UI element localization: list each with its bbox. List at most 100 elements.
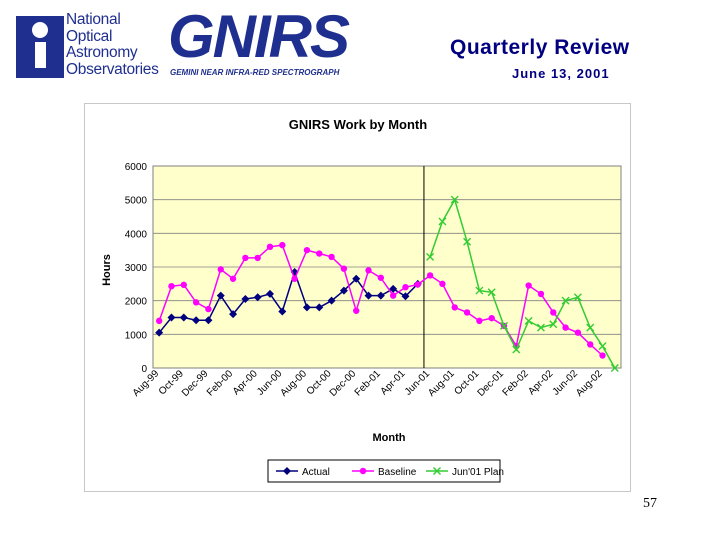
data-point-baseline [266, 243, 274, 250]
data-point-jun-01-plan [573, 293, 582, 302]
data-point-jun-01-plan [549, 320, 558, 329]
data-point-baseline [389, 292, 397, 299]
data-point-actual [364, 291, 373, 300]
data-point-actual [241, 294, 250, 303]
data-point-jun-01-plan [512, 345, 521, 354]
data-point-jun-01-plan [438, 217, 447, 226]
data-point-baseline [439, 280, 446, 288]
data-point-actual [376, 291, 385, 300]
data-point-baseline [365, 267, 372, 274]
data-point-baseline [303, 246, 311, 254]
data-point-baseline [217, 266, 224, 273]
data-point-baseline [229, 275, 237, 282]
data-point-jun-01-plan [561, 296, 570, 305]
x-tick-label: Feb-00 [205, 368, 235, 398]
y-tick-label: 0 [141, 364, 147, 375]
noao-line: National [66, 11, 121, 28]
data-point-baseline [353, 307, 360, 314]
x-tick-label: Apr-02 [526, 368, 555, 397]
data-point-jun-01-plan [463, 237, 472, 246]
data-point-jun-01-plan [500, 321, 508, 330]
data-point-jun-01-plan [610, 364, 619, 372]
chart-title: GNIRS Work by Month [289, 117, 427, 132]
y-tick-label: 2000 [125, 297, 148, 308]
data-point-baseline [279, 241, 286, 249]
page-date: June 13, 2001 [512, 66, 610, 81]
noao-emblem [16, 16, 64, 78]
noao-line: Observatories [66, 60, 159, 78]
y-tick-label: 1000 [125, 330, 148, 341]
legend-label: Jun'01 Plan [452, 467, 504, 478]
data-point-baseline [291, 275, 298, 282]
data-point-baseline [180, 281, 187, 289]
data-point-actual [389, 284, 398, 293]
x-tick-label: Apr-01 [379, 368, 408, 397]
data-point-baseline [254, 254, 261, 262]
y-tick-label: 4000 [125, 229, 148, 240]
data-point-baseline [192, 299, 200, 306]
legend-label: Actual [302, 467, 330, 478]
data-point-jun-01-plan [487, 288, 496, 297]
data-point-baseline [155, 317, 163, 325]
data-point-baseline [488, 314, 495, 322]
chart-svg: GNIRS Work by Month Hours Month 0 1000 200… [101, 117, 622, 483]
data-point-jun-01-plan [475, 286, 484, 295]
x-tick-label: Feb-02 [501, 368, 531, 398]
data-point-baseline [550, 309, 557, 316]
data-point-baseline [377, 274, 385, 281]
gnirs-logo: GNIRS GEMINI NEAR INFRA-RED SPECTROGRAPH [164, 3, 350, 80]
chart-frame: GNIRS Work by Month Hours Month 0 1000 200… [84, 103, 631, 492]
noao-line: Optical [66, 27, 113, 45]
data-point-baseline [242, 254, 249, 262]
data-point-baseline [537, 290, 545, 298]
x-axis-label: Month [373, 432, 406, 444]
data-point-baseline [525, 282, 532, 289]
noao-wordmark: National Optical Astronomy Observatories [66, 11, 159, 78]
data-point-actual [204, 316, 213, 325]
x-tick-label: Apr-00 [231, 368, 260, 397]
data-point-actual [327, 296, 336, 305]
data-point-actual [302, 303, 311, 312]
data-point-actual [155, 328, 164, 337]
data-point-jun-01-plan [536, 323, 545, 332]
data-point-jun-01-plan [426, 252, 435, 261]
y-tick-label: 6000 [125, 162, 148, 173]
x-tick-label: Dec-00 [328, 368, 359, 399]
x-tick-label: Aug-02 [574, 368, 605, 399]
noao-logo: National Optical Astronomy Observatories [8, 10, 159, 82]
y-tick-label: 3000 [125, 263, 148, 274]
data-point-baseline [414, 281, 421, 288]
x-tick-label: Dec-01 [476, 368, 507, 399]
data-point-baseline [562, 324, 569, 331]
legend-swatch-marker [433, 467, 441, 475]
data-point-actual [315, 303, 324, 312]
data-point-jun-01-plan [450, 195, 459, 204]
data-point-baseline [599, 352, 606, 359]
data-point-actual [192, 316, 201, 325]
data-point-actual [253, 293, 262, 302]
x-tick-label: Dec-99 [180, 368, 211, 399]
data-point-jun-01-plan [586, 323, 595, 332]
page-title: Quarterly Review [450, 36, 630, 59]
gnirs-subtitle: GEMINI NEAR INFRA-RED SPECTROGRAPH [170, 68, 340, 77]
data-point-actual [229, 310, 238, 319]
data-point-jun-01-plan [598, 342, 607, 351]
legend-swatch-marker [359, 467, 367, 475]
data-point-baseline [402, 284, 409, 291]
legend-box [267, 459, 501, 483]
chart-legend: Actual Baseline Jun'01 Plan [267, 459, 504, 483]
data-point-baseline [168, 282, 175, 290]
series-line-actual [158, 269, 419, 334]
data-point-actual [339, 286, 348, 295]
data-point-actual [167, 313, 176, 322]
data-point-baseline [340, 265, 348, 272]
data-point-actual [179, 313, 188, 322]
data-point-jun-01-plan [524, 316, 533, 325]
noao-line: Astronomy [66, 44, 138, 61]
data-point-baseline [205, 305, 212, 313]
page-number: 57 [643, 496, 657, 511]
x-tick-label: Aug-01 [426, 368, 457, 399]
data-point-actual [352, 274, 361, 283]
data-point-baseline [476, 317, 483, 325]
series-line-jun-01-plan [429, 197, 616, 369]
